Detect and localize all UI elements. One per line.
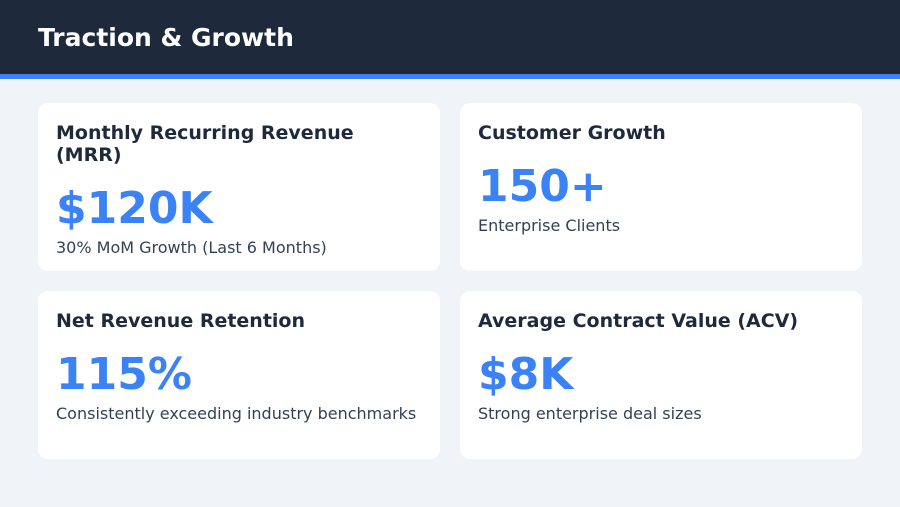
- card-title: Monthly Recurring Revenue (MRR): [56, 122, 354, 166]
- metric-card: Net Revenue Retention 115% Consistently ex…: [38, 291, 440, 459]
- metric-caption: Strong enterprise deal sizes: [478, 404, 702, 423]
- metric-value: $120K: [56, 183, 213, 234]
- metric-value: 115%: [56, 349, 192, 400]
- header-title: Traction & Growth: [38, 22, 294, 52]
- metric-caption: Consistently exceeding industry benchmar…: [56, 404, 417, 423]
- metric-card: Average Contract Value (ACV) $8K Strong en…: [460, 291, 862, 459]
- metric-value: $8K: [478, 349, 574, 400]
- header: Traction & Growth: [0, 0, 900, 79]
- card-grid: Monthly Recurring Revenue (MRR) $120K 30% …: [38, 103, 862, 459]
- metric-caption: Enterprise Clients: [478, 216, 621, 235]
- card-title: Net Revenue Retention: [56, 310, 306, 332]
- card-title: Customer Growth: [478, 122, 666, 144]
- metric-value: 150+: [478, 161, 607, 212]
- card-title: Average Contract Value (ACV): [478, 310, 799, 332]
- metric-caption: 30% MoM Growth (Last 6 Months): [56, 238, 327, 257]
- metric-card: Customer Growth 150+ Enterprise Clients: [460, 103, 862, 271]
- metric-card: Monthly Recurring Revenue (MRR) $120K 30% …: [38, 103, 440, 271]
